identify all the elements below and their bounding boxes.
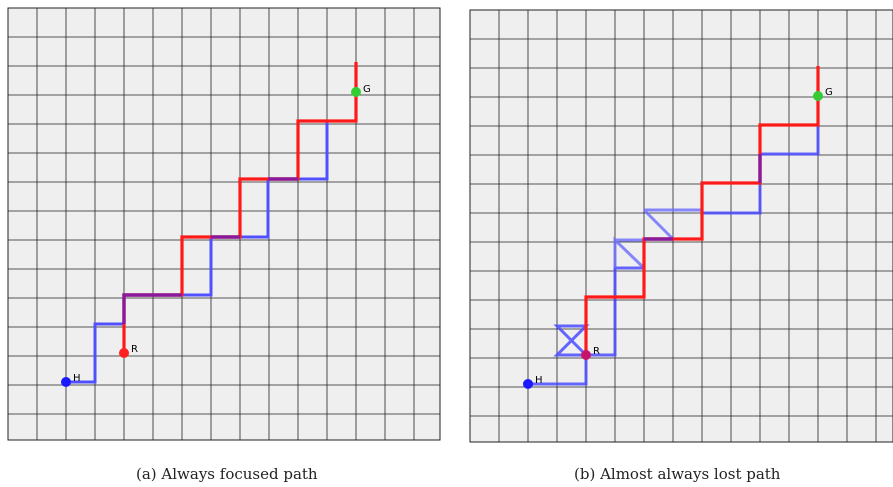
panel-a-start-label: H: [73, 373, 81, 384]
panel-b-grid-background: [469, 9, 893, 443]
panel-a-robot-marker: [119, 348, 129, 358]
panel-b-human-detour-2: [613, 208, 702, 270]
panel-a-overlap-path: [122, 177, 298, 324]
panel-b-robot-path: [584, 66, 820, 355]
panel-b-goal-label: G: [825, 87, 833, 98]
panel-a-grid-background: [7, 7, 441, 441]
panel-b-caption: (b) Almost always lost path: [574, 465, 781, 483]
panel-b-robot-label: R: [593, 346, 600, 357]
panel-a-goal-label: G: [363, 84, 371, 95]
panel-a: H R G: [7, 7, 441, 441]
panel-b-goal-marker: [813, 91, 823, 101]
panel-a-robot-label: R: [131, 344, 138, 355]
panel-b-robot-marker: [581, 350, 591, 360]
panel-a-start-marker: [61, 377, 71, 387]
panel-b-start-marker: [523, 379, 533, 389]
panel-a-grid-lines: [8, 8, 440, 440]
panel-a-caption: (a) Always focused path: [136, 465, 318, 483]
panel-a-goal-marker: [351, 87, 361, 97]
panel-b-overlap-path: [644, 154, 762, 241]
panel-b: H R G: [469, 9, 893, 443]
panel-b-start-label: H: [535, 375, 543, 386]
